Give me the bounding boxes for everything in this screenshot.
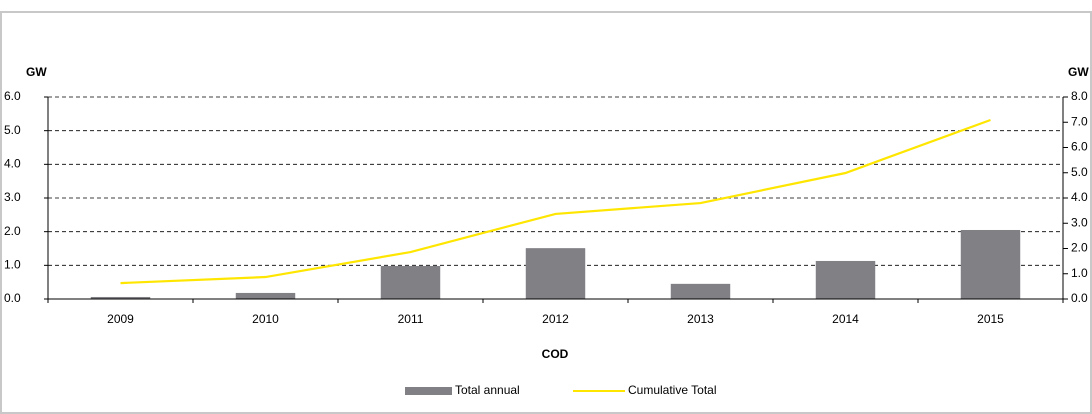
bar bbox=[525, 248, 586, 299]
y-tick-label: 0.0 bbox=[4, 291, 21, 305]
x-tick-label: 2010 bbox=[252, 312, 279, 326]
y2-tick-label: 6.0 bbox=[1071, 140, 1088, 154]
y-tick-label: 6.0 bbox=[4, 89, 21, 103]
x-tick-label: 2013 bbox=[687, 312, 714, 326]
y2-tick-label: 4.0 bbox=[1071, 190, 1088, 204]
x-axis-label: COD bbox=[542, 347, 569, 361]
line bbox=[120, 118, 991, 285]
y-tick-label: 5.0 bbox=[4, 123, 21, 137]
y2-tick-label: 8.0 bbox=[1071, 89, 1088, 103]
bar bbox=[960, 229, 1021, 299]
y-tick-label: 3.0 bbox=[4, 190, 21, 204]
y2-tick-label: 0.0 bbox=[1071, 291, 1088, 305]
y2-tick-label: 7.0 bbox=[1071, 114, 1088, 128]
y-axis-label: GW bbox=[26, 65, 47, 79]
bar bbox=[670, 283, 731, 299]
y2-tick-label: 2.0 bbox=[1071, 241, 1088, 255]
bar bbox=[380, 266, 441, 299]
x-tick-label: 2015 bbox=[977, 312, 1004, 326]
x-tick-label: 2012 bbox=[542, 312, 569, 326]
x-tick-label: 2014 bbox=[832, 312, 859, 326]
x-tick-label: 2009 bbox=[107, 312, 134, 326]
y2-tick-label: 1.0 bbox=[1071, 266, 1088, 280]
bar bbox=[90, 296, 151, 299]
bar bbox=[815, 260, 876, 299]
bar bbox=[235, 292, 296, 299]
y2-tick-label: 3.0 bbox=[1071, 215, 1088, 229]
y-tick-label: 1.0 bbox=[4, 258, 21, 272]
legend-label: Cumulative Total bbox=[628, 383, 717, 397]
y-tick-label: 2.0 bbox=[4, 224, 21, 238]
y2-tick-label: 5.0 bbox=[1071, 165, 1088, 179]
y-tick-label: 4.0 bbox=[4, 157, 21, 171]
chart-frame bbox=[0, 11, 1092, 414]
legend-label: Total annual bbox=[455, 383, 520, 397]
y2-axis-label: GW bbox=[1068, 65, 1089, 79]
x-tick-label: 2011 bbox=[398, 312, 424, 326]
legend-swatch bbox=[405, 387, 452, 395]
